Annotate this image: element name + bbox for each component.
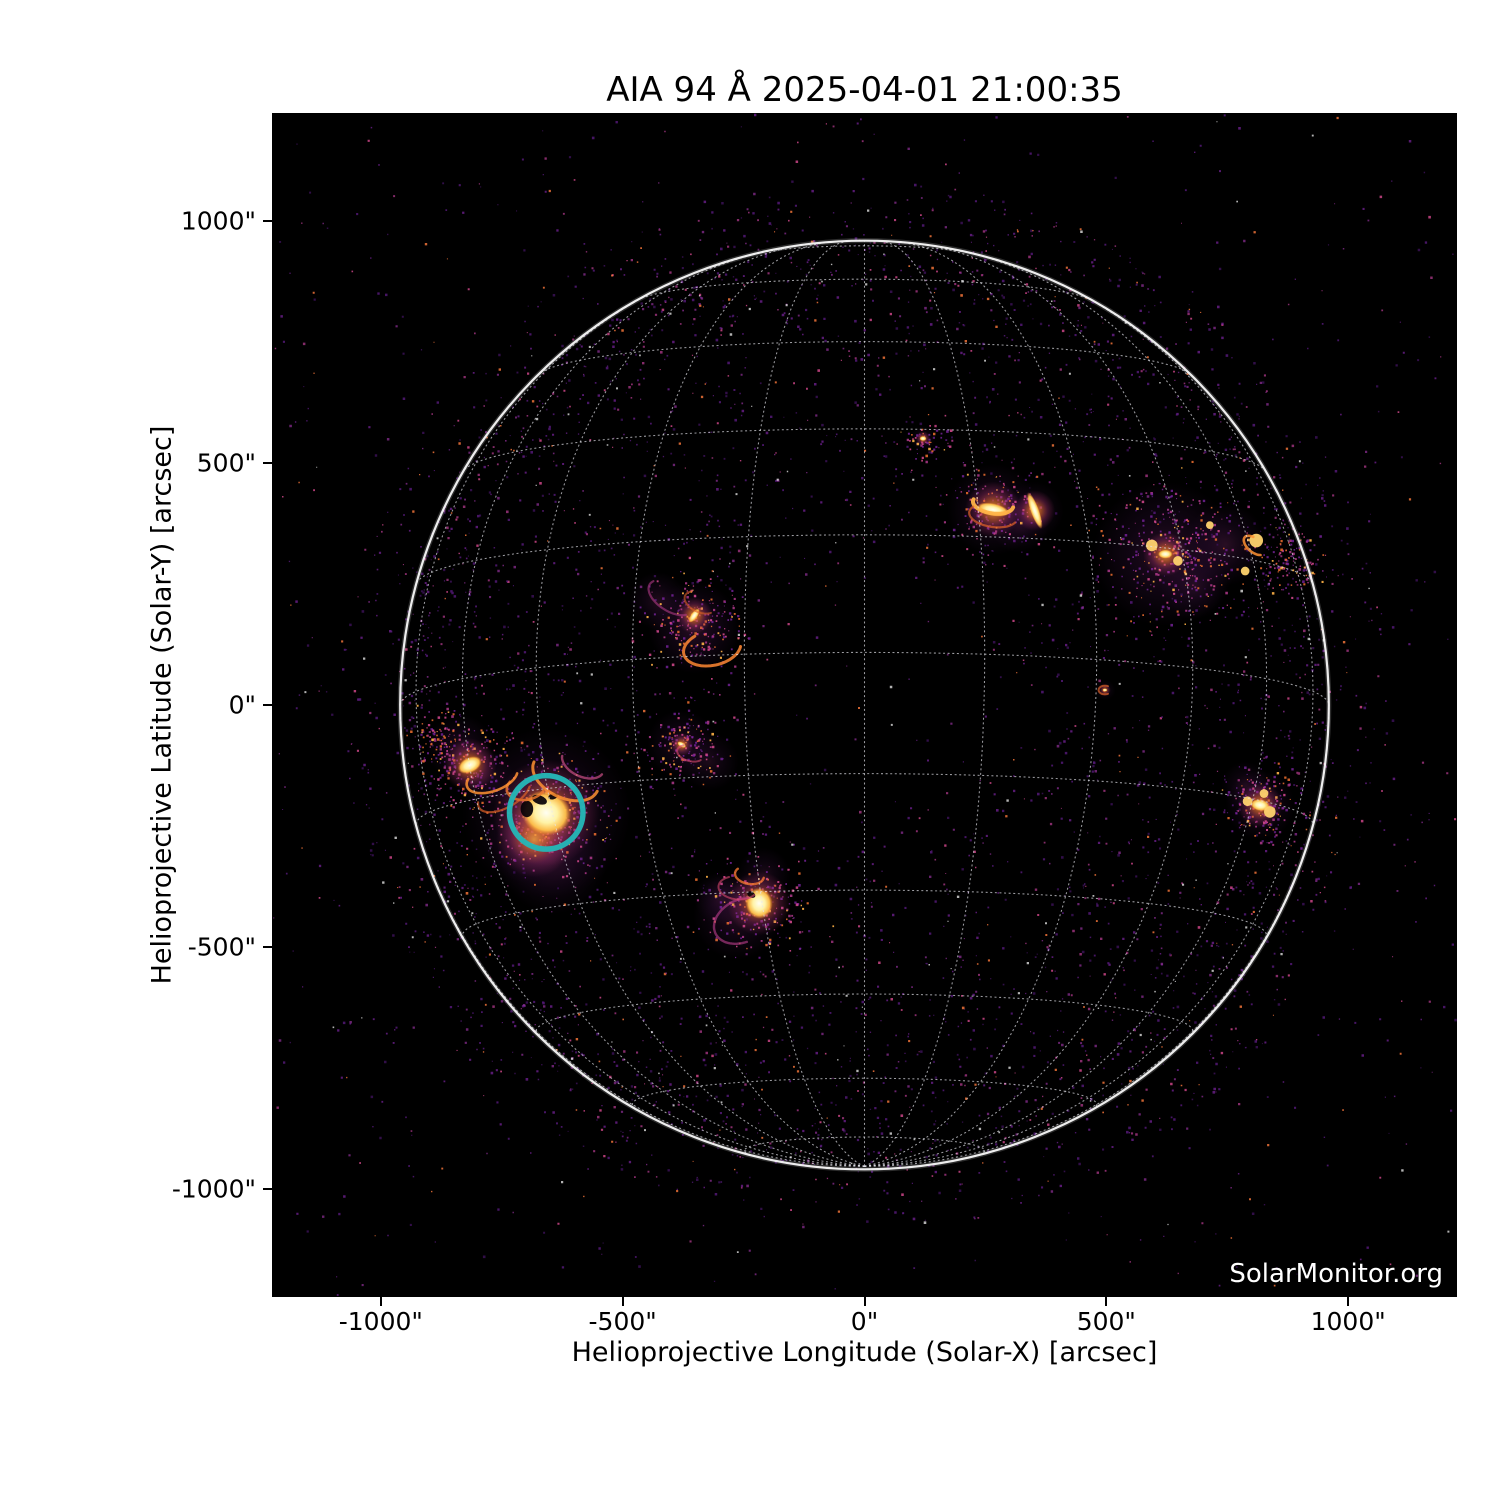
coronal-loop-arc bbox=[971, 497, 1016, 516]
y-tick-label: 500" bbox=[196, 448, 256, 478]
coronal-loop-arc bbox=[681, 634, 742, 668]
y-tick-label: 1000" bbox=[180, 206, 256, 236]
y-tick-label: -500" bbox=[187, 932, 256, 962]
x-tick-label: 1000" bbox=[1310, 1307, 1386, 1336]
x-tick-mark bbox=[379, 1297, 382, 1306]
y-tick-mark bbox=[263, 1187, 272, 1190]
y-tick-mark bbox=[263, 945, 272, 948]
coronal-loop-arc bbox=[968, 505, 1017, 529]
coronal-loop-arc bbox=[476, 785, 531, 814]
noise-speckles bbox=[274, 116, 1449, 1275]
active-region-knot bbox=[1240, 566, 1250, 576]
active-region-knot bbox=[1173, 556, 1183, 566]
y-axis-label: Helioprojective Latitude (Solar-Y) [arcs… bbox=[146, 425, 178, 985]
coronal-loop-arc bbox=[465, 772, 519, 795]
heliographic-grid-line bbox=[631, 1077, 1098, 1110]
solar-limb bbox=[399, 239, 1330, 1171]
active-region-knot bbox=[1242, 796, 1253, 807]
plot-area: SolarMonitor.org bbox=[272, 113, 1457, 1297]
active-region-knot bbox=[1259, 789, 1269, 798]
coronal-loop-arc bbox=[505, 780, 545, 802]
active-region-core bbox=[1250, 799, 1270, 812]
heliographic-grid-line bbox=[535, 993, 1194, 1036]
x-tick-mark bbox=[621, 1297, 624, 1306]
y-tick-mark bbox=[263, 462, 272, 465]
x-tick-label: 500" bbox=[1076, 1307, 1136, 1336]
heliographic-grid-line bbox=[864, 277, 1314, 1167]
heliographic-grid-line bbox=[864, 240, 986, 1167]
active-region-fuzz bbox=[628, 571, 687, 631]
coronal-loop-arc bbox=[683, 590, 712, 615]
coronal-loop-arc bbox=[647, 580, 687, 617]
coronal-loop-arc bbox=[531, 760, 599, 803]
heliographic-grid-line bbox=[864, 243, 1194, 1167]
active-region-core bbox=[919, 436, 927, 441]
heliographic-grid-line bbox=[864, 241, 1098, 1167]
active-region-fuzz bbox=[680, 732, 739, 791]
heliographic-grid-line bbox=[535, 243, 865, 1167]
x-tick-label: -500" bbox=[588, 1307, 657, 1336]
heliographic-grid-line bbox=[399, 651, 1330, 706]
noise-speckles bbox=[279, 126, 1457, 1290]
coronal-loop-arc bbox=[733, 867, 765, 886]
noise-speckles bbox=[282, 123, 1457, 1266]
x-tick-label: 0" bbox=[850, 1307, 879, 1336]
active-region-dark-patch bbox=[520, 800, 534, 818]
active-region-core bbox=[521, 790, 572, 836]
coronal-loop-arc bbox=[1242, 534, 1262, 557]
heliographic-grid-line bbox=[743, 1136, 986, 1157]
flare-annotation-circle bbox=[506, 772, 586, 852]
x-tick-label: -1000" bbox=[338, 1307, 423, 1336]
active-region-core bbox=[457, 756, 482, 774]
y-tick-label: -1000" bbox=[171, 1174, 256, 1204]
solar-image bbox=[273, 113, 1457, 1296]
noise-speckles bbox=[290, 116, 1412, 1287]
heliographic-grid-line bbox=[415, 277, 865, 1167]
active-region-knot bbox=[1205, 521, 1214, 529]
x-axis-label: Helioprojective Longitude (Solar-X) [arc… bbox=[571, 1337, 1158, 1368]
heliographic-grid-line bbox=[461, 889, 1268, 939]
heliographic-grid-line bbox=[631, 241, 865, 1167]
heliographic-grid-line bbox=[399, 704, 865, 1167]
figure-title: AIA 94 Å 2025-04-01 21:00:35 bbox=[606, 70, 1123, 110]
x-tick-mark bbox=[863, 1297, 866, 1306]
active-region-core bbox=[1158, 549, 1173, 559]
noise-speckles bbox=[282, 114, 1455, 1269]
noise-speckles bbox=[280, 113, 1454, 1296]
active-region-core bbox=[1102, 688, 1108, 692]
coronal-loop-arc bbox=[717, 876, 755, 901]
active-region-knot bbox=[1145, 539, 1158, 552]
coronal-loop-arc bbox=[1097, 684, 1109, 696]
heliographic-grid-line bbox=[415, 773, 1314, 825]
coronal-loop-arc bbox=[712, 896, 750, 945]
heliographic-grid-line bbox=[757, 245, 972, 254]
heliographic-grid-line bbox=[539, 341, 1190, 374]
active-region-core bbox=[1026, 492, 1043, 529]
y-tick-mark bbox=[263, 220, 272, 223]
coronal-loop-arc bbox=[676, 744, 702, 763]
coronal-loop-arc bbox=[560, 754, 604, 780]
x-tick-mark bbox=[1347, 1297, 1350, 1306]
watermark: SolarMonitor.org bbox=[1229, 1259, 1443, 1289]
heliographic-grid-line bbox=[743, 240, 865, 1167]
heliographic-grid-line bbox=[464, 428, 1265, 470]
heliographic-grid-line bbox=[864, 704, 1330, 1167]
active-region-knot bbox=[1264, 806, 1276, 818]
y-tick-mark bbox=[263, 704, 272, 706]
x-tick-mark bbox=[1105, 1297, 1108, 1306]
y-tick-label: 0" bbox=[228, 690, 256, 720]
